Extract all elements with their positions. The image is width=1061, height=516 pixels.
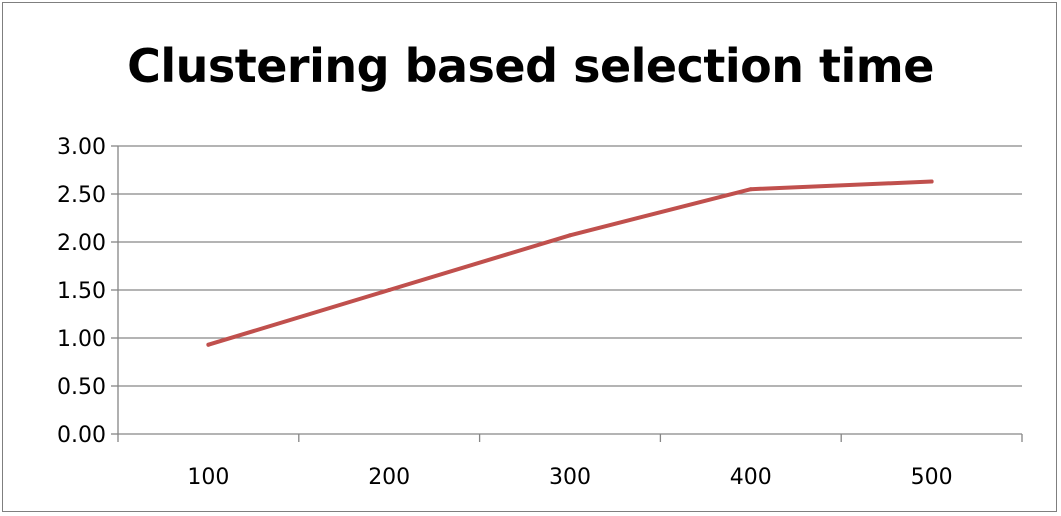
data-point bbox=[748, 187, 753, 192]
y-tick-label: 0.50 bbox=[57, 375, 106, 400]
y-tick-label: 0.00 bbox=[57, 423, 106, 448]
gridlines bbox=[118, 145, 1022, 387]
data-point bbox=[929, 179, 934, 184]
data-point bbox=[387, 288, 392, 292]
x-tick-label: 500 bbox=[911, 465, 953, 490]
x-tick-label: 300 bbox=[549, 465, 591, 490]
x-tick-labels: 100 200 300 400 500 bbox=[187, 465, 952, 490]
x-tick-label: 200 bbox=[368, 465, 410, 490]
y-tick-labels: 0.00 0.50 1.00 1.50 2.00 2.50 3.00 bbox=[57, 135, 106, 448]
series-layer bbox=[206, 179, 934, 347]
y-tick-label: 3.00 bbox=[57, 135, 106, 160]
chart-title: Clustering based selection time bbox=[127, 39, 934, 93]
x-tick-label: 100 bbox=[187, 465, 229, 490]
y-tick-label: 1.50 bbox=[57, 279, 106, 304]
series-line bbox=[206, 179, 934, 347]
axes bbox=[111, 145, 1023, 442]
x-tick-label: 400 bbox=[730, 465, 772, 490]
data-point bbox=[206, 342, 211, 347]
y-tick-label: 1.00 bbox=[57, 327, 106, 352]
y-tick-label: 2.00 bbox=[57, 231, 106, 256]
data-point bbox=[568, 233, 572, 238]
y-tick-label: 2.50 bbox=[57, 183, 106, 208]
